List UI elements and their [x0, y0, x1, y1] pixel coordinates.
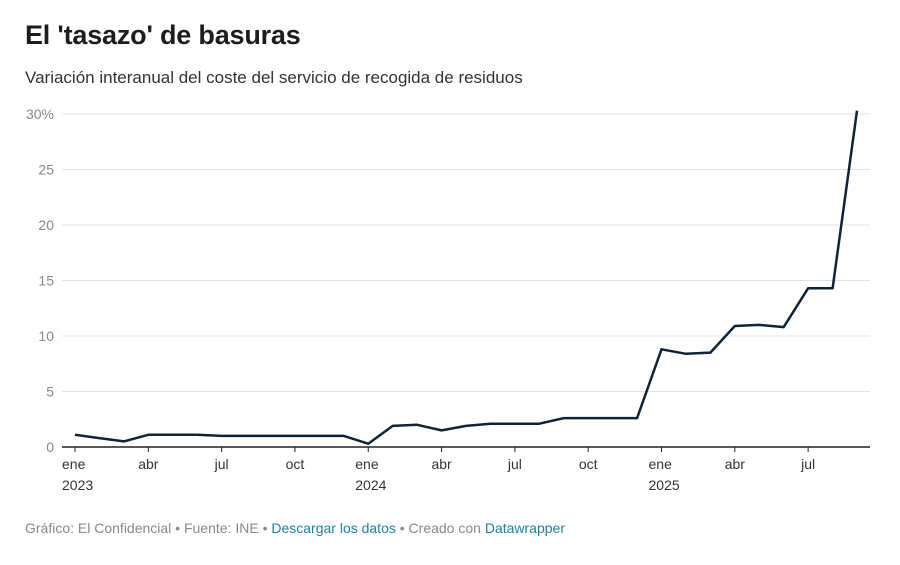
y-tick-label-25: 25 — [38, 162, 54, 178]
x-tick-label-9: abr — [725, 456, 746, 472]
x-tick-label-1: abr — [138, 456, 159, 472]
x-tick-label-3: oct — [286, 456, 305, 472]
footer-credits: Gráfico: El Confidencial • Fuente: INE •… — [25, 520, 565, 536]
y-tick-label-20: 20 — [38, 217, 54, 233]
y-tick-label-30: 30% — [26, 106, 54, 122]
x-tick-label-7: oct — [579, 456, 598, 472]
chart-title: El 'tasazo' de basuras — [25, 20, 301, 50]
x-axis-labels: ene 2023 abr jul oct ene 2024 abr jul oct ene 2025 a… — [62, 447, 815, 493]
x-tick-label-10: jul — [800, 456, 815, 472]
x-tick-label-5: abr — [431, 456, 452, 472]
datawrapper-link[interactable]: Datawrapper — [484, 520, 565, 536]
x-tick-label-8: ene — [649, 456, 673, 472]
footer-source-text: Gráfico: El Confidencial • Fuente: INE • — [25, 520, 272, 536]
y-tick-label-0: 0 — [46, 439, 54, 455]
series-line — [74, 110, 859, 445]
chart-subtitle: Variación interanual del coste del servi… — [25, 68, 523, 87]
y-axis-labels: 30% 25 20 15 10 5 0 — [26, 106, 54, 455]
x-tick-year-4: 2024 — [355, 477, 386, 493]
x-tick-year-0: 2023 — [62, 477, 93, 493]
gridlines — [62, 113, 870, 392]
y-tick-label-15: 15 — [38, 273, 54, 289]
x-tick-label-4: ene — [355, 456, 379, 472]
x-tick-year-8: 2025 — [649, 477, 680, 493]
x-tick-label-6: jul — [507, 456, 522, 472]
x-tick-label-0: ene — [62, 456, 86, 472]
footer-created-text: • Creado con — [395, 520, 485, 536]
series-points — [74, 110, 858, 444]
x-tick-label-2: jul — [214, 456, 229, 472]
download-data-link[interactable]: Descargar los datos — [271, 520, 396, 536]
y-tick-label-5: 5 — [46, 384, 54, 400]
y-tick-label-10: 10 — [38, 328, 54, 344]
